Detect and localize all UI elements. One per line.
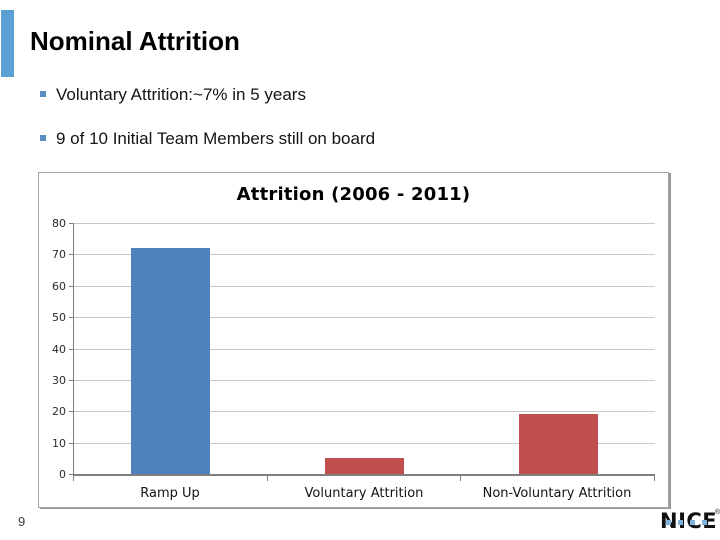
x-axis-label-ramp-up: Ramp Up — [140, 486, 200, 501]
bullet-item-team-members: 9 of 10 Initial Team Members still on bo… — [40, 129, 375, 148]
bar-ramp-up — [131, 248, 210, 474]
gridline-60 — [74, 286, 655, 287]
y-axis-tick — [69, 474, 73, 475]
x-axis-label-voluntary-attrition: Voluntary Attrition — [304, 486, 424, 501]
logo-pixel-icon — [666, 520, 671, 525]
page-title: Nominal Attrition — [30, 26, 240, 56]
y-axis-label-40: 40 — [52, 343, 66, 356]
chart-title: Attrition (2006 - 2011) — [236, 184, 471, 205]
x-axis-tick — [460, 476, 461, 481]
x-axis-tick — [267, 476, 268, 481]
y-axis-label-0: 0 — [59, 468, 66, 481]
y-axis-tick — [69, 380, 73, 381]
bar-non-voluntary-attrition — [519, 414, 598, 474]
y-axis-tick — [69, 411, 73, 412]
gridline-20 — [74, 411, 655, 412]
y-axis-label-50: 50 — [52, 311, 66, 324]
y-axis-label-30: 30 — [52, 374, 66, 387]
plot-area — [73, 223, 655, 476]
nice-logo: NICE ® — [660, 509, 720, 536]
y-axis-label-60: 60 — [52, 280, 66, 293]
bullet-item-voluntary-attrition: Voluntary Attrition:~7% in 5 years — [40, 85, 306, 104]
gridline-80 — [74, 223, 655, 224]
y-axis-tick — [69, 254, 73, 255]
logo-pixel-icon — [678, 520, 683, 525]
attrition-bar-chart: Attrition (2006 - 2011) 0 10 20 30 40 50 60 70 8… — [38, 172, 669, 508]
x-axis-tick — [654, 476, 655, 481]
title-accent-bar — [1, 10, 14, 77]
x-axis-label-non-voluntary-attrition: Non-Voluntary Attrition — [482, 486, 632, 501]
y-axis-tick — [69, 349, 73, 350]
bar-voluntary-attrition — [325, 458, 404, 474]
y-axis-tick — [69, 317, 73, 318]
registered-trademark-icon: ® — [714, 509, 720, 516]
y-axis-tick — [69, 286, 73, 287]
logo-pixel-icon — [690, 520, 695, 525]
y-axis-label-70: 70 — [52, 248, 66, 261]
logo-pixel-icon — [702, 520, 707, 525]
y-axis-label-80: 80 — [52, 217, 66, 230]
y-axis-tick — [69, 443, 73, 444]
gridline-70 — [74, 254, 655, 255]
bullet-text: Voluntary Attrition:~7% in 5 years — [56, 85, 306, 104]
gridline-50 — [74, 317, 655, 318]
y-axis-label-10: 10 — [52, 437, 66, 450]
y-axis-tick — [69, 223, 73, 224]
x-axis-tick — [73, 476, 74, 481]
bullet-text: 9 of 10 Initial Team Members still on bo… — [56, 129, 376, 148]
gridline-10 — [74, 443, 655, 444]
gridline-40 — [74, 349, 655, 350]
nice-logo-text: NICE — [660, 509, 718, 533]
bullet-square-icon — [40, 91, 46, 97]
bullet-square-icon — [40, 135, 46, 141]
slide-page-number: 9 — [18, 514, 26, 529]
y-axis-label-20: 20 — [52, 405, 66, 418]
gridline-30 — [74, 380, 655, 381]
